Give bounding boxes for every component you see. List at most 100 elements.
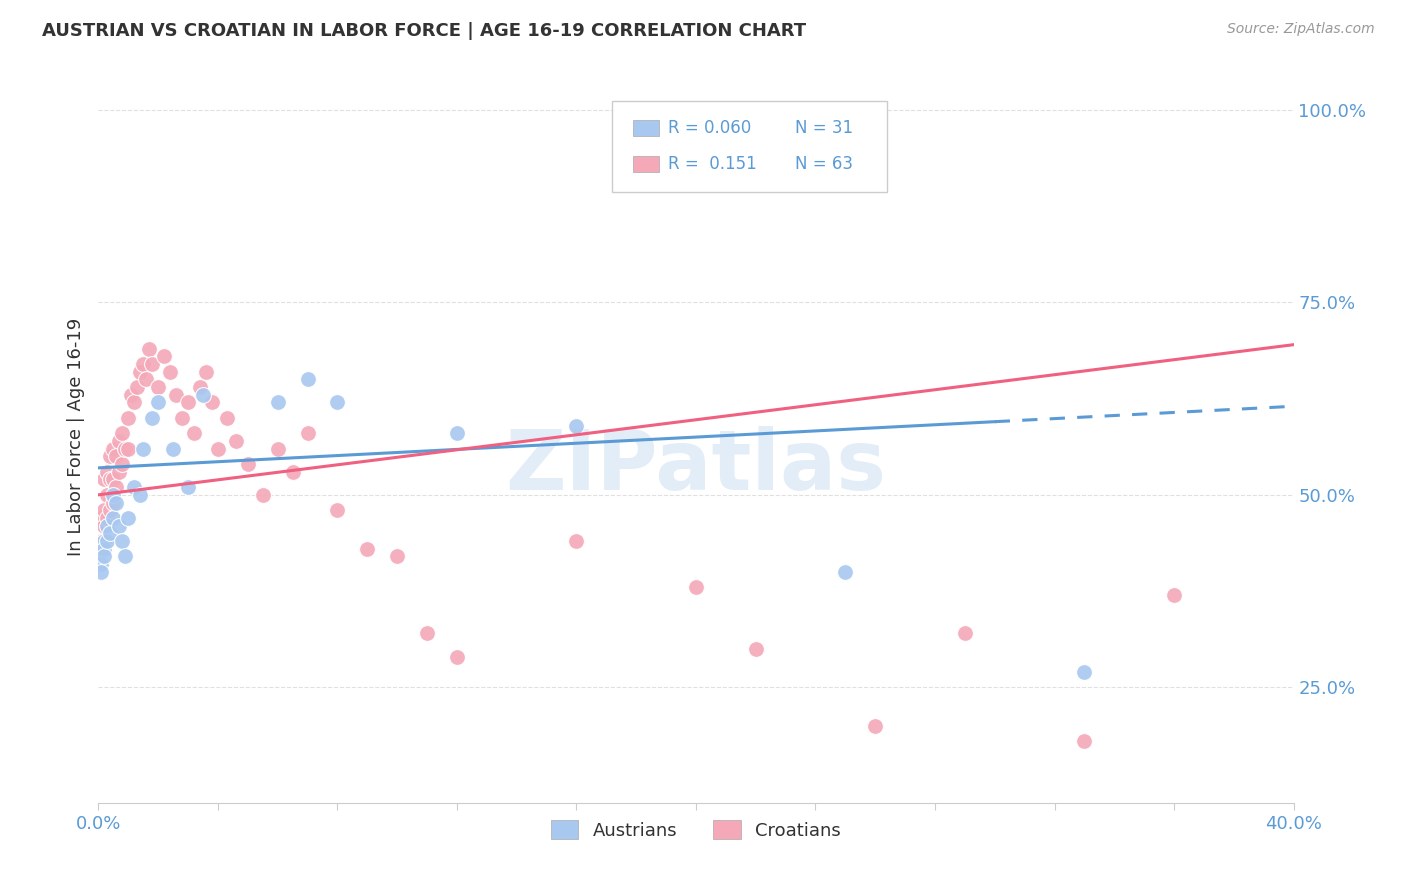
Point xyxy=(326,503,349,517)
Point xyxy=(105,495,128,509)
Point xyxy=(96,518,118,533)
Point xyxy=(141,410,163,425)
Text: ZIPatlas: ZIPatlas xyxy=(506,425,886,507)
Point xyxy=(685,580,707,594)
Text: R = 0.060: R = 0.060 xyxy=(668,119,752,136)
Point xyxy=(865,719,887,733)
Point xyxy=(188,380,211,394)
Point xyxy=(93,503,115,517)
Point xyxy=(103,472,125,486)
Point xyxy=(267,395,290,409)
Point xyxy=(90,511,112,525)
Point xyxy=(215,410,238,425)
Point xyxy=(114,442,136,456)
Point xyxy=(1073,665,1095,679)
Point xyxy=(114,549,136,564)
Point xyxy=(138,342,160,356)
Point xyxy=(90,534,112,549)
Text: AUSTRIAN VS CROATIAN IN LABOR FORCE | AGE 16-19 CORRELATION CHART: AUSTRIAN VS CROATIAN IN LABOR FORCE | AG… xyxy=(42,22,806,40)
Point xyxy=(565,534,588,549)
Point xyxy=(135,372,157,386)
Point xyxy=(90,541,112,556)
Point xyxy=(98,450,122,464)
Point xyxy=(236,457,259,471)
Point xyxy=(90,565,112,579)
Point xyxy=(93,549,115,564)
Point xyxy=(1073,734,1095,748)
Point xyxy=(127,380,149,394)
Point xyxy=(172,410,194,425)
Point xyxy=(148,395,170,409)
Point xyxy=(416,626,439,640)
Point xyxy=(148,380,170,394)
Point xyxy=(108,465,131,479)
Point xyxy=(267,442,290,456)
Point xyxy=(96,465,118,479)
Point xyxy=(98,503,122,517)
Point xyxy=(124,395,146,409)
Point xyxy=(141,357,163,371)
Point xyxy=(745,641,768,656)
Point xyxy=(153,349,176,363)
Point xyxy=(117,410,139,425)
Point xyxy=(120,388,142,402)
Point xyxy=(93,534,115,549)
FancyBboxPatch shape xyxy=(633,156,659,172)
Point xyxy=(90,541,112,556)
Text: R =  0.151: R = 0.151 xyxy=(668,155,758,173)
Point xyxy=(108,518,131,533)
Legend: Austrians, Croatians: Austrians, Croatians xyxy=(543,811,849,848)
Point xyxy=(96,511,118,525)
Point xyxy=(93,541,115,556)
Point xyxy=(93,472,115,486)
Point xyxy=(446,649,468,664)
Point xyxy=(252,488,274,502)
Point xyxy=(96,488,118,502)
Point xyxy=(281,465,304,479)
Text: N = 31: N = 31 xyxy=(796,119,853,136)
Point xyxy=(129,488,152,502)
Point xyxy=(159,365,181,379)
Point xyxy=(98,472,122,486)
Point xyxy=(297,426,319,441)
Point xyxy=(105,450,128,464)
Point xyxy=(356,541,378,556)
Point xyxy=(162,442,184,456)
Point xyxy=(191,388,214,402)
Point xyxy=(201,395,224,409)
Point xyxy=(105,480,128,494)
FancyBboxPatch shape xyxy=(613,101,887,192)
Point xyxy=(103,488,125,502)
Text: N = 63: N = 63 xyxy=(796,155,853,173)
Point xyxy=(385,549,409,564)
Point xyxy=(1163,588,1185,602)
Point xyxy=(117,511,139,525)
Point xyxy=(565,418,588,433)
Point xyxy=(225,434,247,448)
Point xyxy=(111,426,134,441)
Point xyxy=(207,442,229,456)
Point xyxy=(297,372,319,386)
Point xyxy=(177,480,200,494)
Point xyxy=(103,495,125,509)
Point xyxy=(446,426,468,441)
Point xyxy=(111,534,134,549)
Point xyxy=(195,365,218,379)
Point xyxy=(90,557,112,571)
Point xyxy=(132,442,155,456)
Point xyxy=(129,365,152,379)
Point xyxy=(103,511,125,525)
Point xyxy=(108,434,131,448)
Point xyxy=(103,442,125,456)
Point xyxy=(834,565,856,579)
Text: Source: ZipAtlas.com: Source: ZipAtlas.com xyxy=(1227,22,1375,37)
Point xyxy=(183,426,205,441)
Point xyxy=(117,442,139,456)
Point xyxy=(96,534,118,549)
Y-axis label: In Labor Force | Age 16-19: In Labor Force | Age 16-19 xyxy=(66,318,84,557)
Point xyxy=(111,457,134,471)
Point xyxy=(124,480,146,494)
Point xyxy=(93,534,115,549)
Point xyxy=(953,626,976,640)
Point xyxy=(93,518,115,533)
